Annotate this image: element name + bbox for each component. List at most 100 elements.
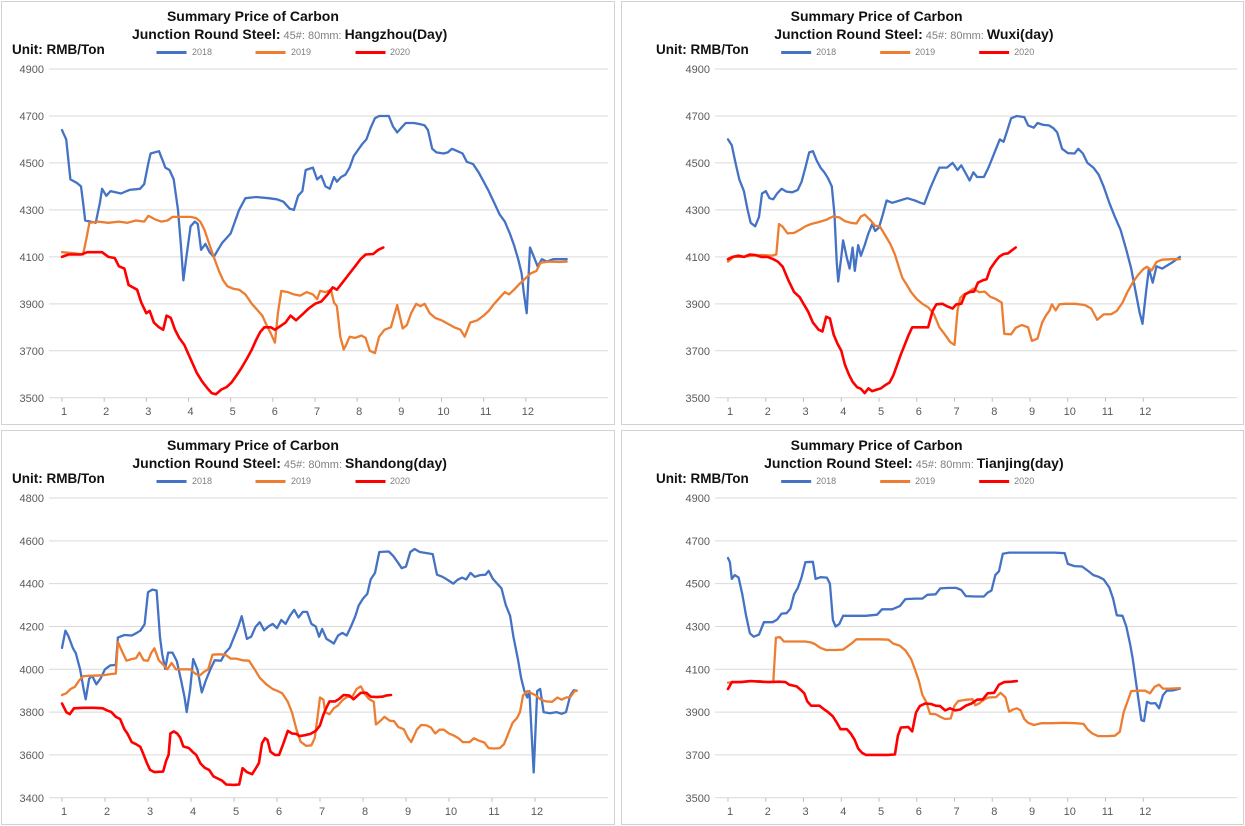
chart-title-city: Shandong(day) [345,454,447,471]
chart-title-prefix: Junction Round Steel: [774,25,923,42]
legend-item-2020: 2020 [355,47,410,57]
svg-text:9: 9 [405,806,411,818]
svg-text:4100: 4100 [686,252,710,264]
svg-text:11: 11 [480,406,491,418]
legend-item-2018: 2018 [781,476,836,486]
svg-text:4700: 4700 [686,536,710,548]
svg-text:4500: 4500 [20,158,44,170]
svg-text:7: 7 [314,406,320,418]
svg-text:1: 1 [727,406,733,418]
svg-text:10: 10 [1064,806,1076,818]
chart-title-block: Summary Price of Carbon Junction Round S… [0,2,614,57]
legend-label-2020: 2020 [390,47,411,58]
chart-panel-shandong: Summary Price of Carbon Junction Round S… [1,430,615,825]
svg-text:4: 4 [187,406,193,418]
chart-title-line1: Summary Price of Carbon [166,437,339,453]
svg-text:10: 10 [437,406,449,418]
legend-label-2020: 2020 [1014,476,1035,487]
svg-text:2: 2 [765,406,771,418]
unit-label: Unit: RMB/Ton [12,471,105,486]
svg-text:9: 9 [1029,806,1035,818]
svg-text:1: 1 [61,406,67,418]
chart-panel-tianjing: Summary Price of Carbon Junction Round S… [621,430,1244,825]
svg-text:3800: 3800 [20,707,44,719]
svg-text:3500: 3500 [686,793,710,805]
svg-text:3700: 3700 [686,750,710,762]
legend-swatch-2018 [781,50,812,54]
unit-label: Unit: RMB/Ton [656,42,749,57]
svg-text:4900: 4900 [686,64,710,76]
legend-label-2020: 2020 [1014,47,1035,58]
chart-title-line1: Summary Price of Carbon [166,8,339,24]
svg-text:3500: 3500 [20,393,44,405]
chart-title-line2: Junction Round Steel: 45#: 80mm: Hangzhou(… [0,26,596,44]
svg-text:2: 2 [104,806,110,818]
legend-item-2019: 2019 [880,47,935,57]
legend-item-2018: 2018 [156,476,213,487]
chart-title-line1: Summary Price of Carbon [790,437,963,453]
legend-item-2020: 2020 [979,476,1034,486]
svg-text:6: 6 [916,806,922,818]
legend-label-2019: 2019 [291,476,312,487]
svg-text:8: 8 [356,406,362,418]
chart-title-prefix: Junction Round Steel: [132,454,281,471]
legend-item-2020: 2020 [979,47,1034,57]
chart-title-city: Wuxi(day) [986,25,1054,42]
svg-text:3: 3 [145,406,151,418]
chart-panel-wuxi: Summary Price of Carbon Junction Round S… [621,1,1244,425]
legend-label-2020: 2020 [390,476,411,487]
legend-swatch-2019 [256,50,287,54]
svg-text:4900: 4900 [686,493,710,505]
legend-item-2019: 2019 [256,476,311,486]
svg-text:12: 12 [1139,806,1151,818]
svg-text:12: 12 [531,806,543,818]
chart-title-line1: Summary Price of Carbon [790,8,963,24]
svg-text:5: 5 [230,406,236,418]
chart-title-block: Summary Price of Carbon Junction Round S… [0,431,614,486]
svg-text:5: 5 [878,406,884,418]
svg-text:6: 6 [272,406,278,418]
svg-text:2: 2 [765,806,771,818]
chart-title-line2: Junction Round Steel: 45#: 80mm: Shandong(… [0,455,596,473]
legend-swatch-2020 [355,50,386,54]
legend-swatch-2018 [156,479,187,483]
legend-label-2018: 2018 [816,476,837,487]
svg-text:4300: 4300 [686,205,710,217]
svg-text:3500: 3500 [686,393,710,405]
svg-text:4000: 4000 [20,665,44,677]
legend: 2018 2019 2020 [597,472,1218,490]
legend-label-2018: 2018 [191,476,213,487]
chart-title-spec: 45#: 80mm: [925,29,984,42]
svg-text:7: 7 [319,806,325,818]
svg-text:4500: 4500 [686,579,710,591]
svg-text:4400: 4400 [20,579,44,591]
svg-text:6: 6 [276,806,282,818]
svg-text:4100: 4100 [686,665,710,677]
svg-text:7: 7 [953,406,959,418]
unit-label: Unit: RMB/Ton [12,42,105,57]
svg-text:1: 1 [61,806,67,818]
svg-text:3: 3 [147,806,153,818]
svg-text:3400: 3400 [20,793,44,805]
svg-text:11: 11 [1102,806,1113,818]
svg-text:3: 3 [802,406,808,418]
legend-swatch-2020 [355,479,386,483]
unit-label: Unit: RMB/Ton [656,471,749,486]
legend: 2018 2019 2020 [0,472,590,490]
legend-item-2019: 2019 [880,476,935,486]
legend-label-2019: 2019 [915,47,936,58]
legend-label-2019: 2019 [291,47,312,58]
chart-title-spec: 45#: 80mm: [283,29,342,42]
svg-text:8: 8 [991,406,997,418]
chart-title-city: Tianjing(day) [976,454,1064,471]
chart-panel-hangzhou: Summary Price of Carbon Junction Round S… [1,1,615,425]
svg-text:3900: 3900 [686,299,710,311]
legend-label-2019: 2019 [915,476,936,487]
legend-swatch-2019 [256,479,287,483]
svg-text:12: 12 [1139,406,1151,418]
svg-text:4600: 4600 [20,536,44,548]
svg-text:3700: 3700 [686,346,710,358]
